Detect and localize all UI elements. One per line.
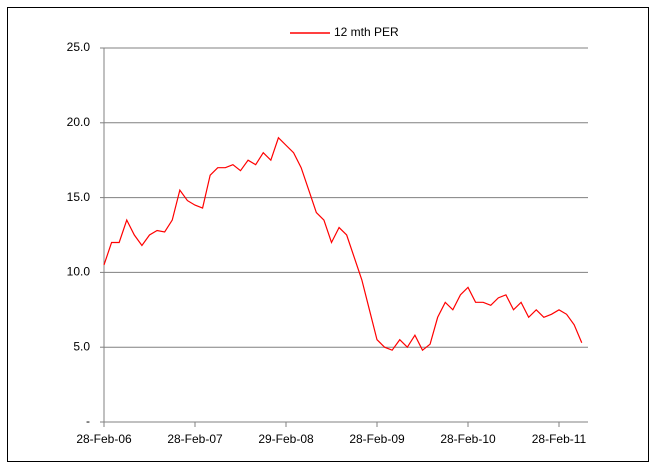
legend-label: 12 mth PER — [334, 25, 399, 39]
y-tick-label: 5.0 — [73, 339, 90, 353]
y-tick-label: 20.0 — [67, 115, 91, 129]
chart-frame — [7, 7, 649, 462]
y-tick-label: 10.0 — [67, 265, 91, 279]
x-tick-label: 29-Feb-08 — [258, 432, 314, 446]
y-tick-label: 15.0 — [67, 190, 91, 204]
x-tick-label: 28-Feb-09 — [349, 432, 405, 446]
x-tick-label: 28-Feb-11 — [532, 432, 587, 446]
x-tick-label: 28-Feb-06 — [76, 432, 132, 446]
x-tick-label: 28-Feb-10 — [440, 432, 496, 446]
y-tick-label: - — [86, 414, 90, 428]
y-tick-label: 25.0 — [67, 40, 91, 54]
x-tick-label: 28-Feb-07 — [167, 432, 223, 446]
series-line — [103, 136, 583, 352]
